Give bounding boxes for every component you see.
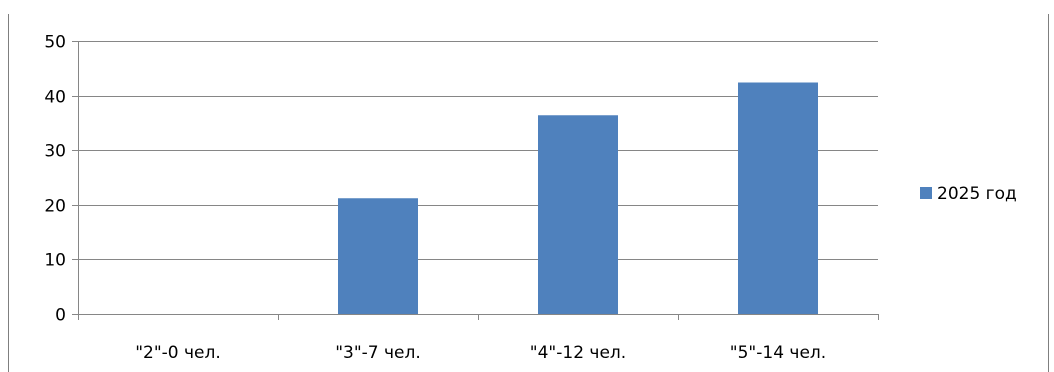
x-category-label: "5"-14 чел. [730,343,826,363]
bar-2 [338,198,418,314]
x-category-labels: "2"-0 чел. "3"-7 чел. "4"-12 чел. "5"-14 че… [135,343,826,363]
y-tick-label: 10 [44,251,66,271]
y-tick-label: 40 [44,88,66,108]
y-tick-label: 50 [44,33,66,53]
x-category-label: "2"-0 чел. [135,343,221,363]
top-caption-mask [0,0,1054,14]
bars [338,82,818,314]
axes [72,41,879,320]
x-category-label: "4"-12 чел. [530,343,626,363]
legend-label: 2025 год [937,184,1017,204]
y-tick-label: 0 [55,306,66,326]
bar-4 [738,82,818,314]
legend-swatch [920,187,932,199]
y-tick-label: 30 [44,142,66,162]
bar-3 [538,115,618,314]
y-tick-labels: 0 10 20 30 40 50 [44,33,66,326]
chart-border [8,8,1049,372]
x-category-label: "3"-7 чел. [335,343,421,363]
legend: 2025 год [920,184,1017,204]
y-tick-label: 20 [44,197,66,217]
